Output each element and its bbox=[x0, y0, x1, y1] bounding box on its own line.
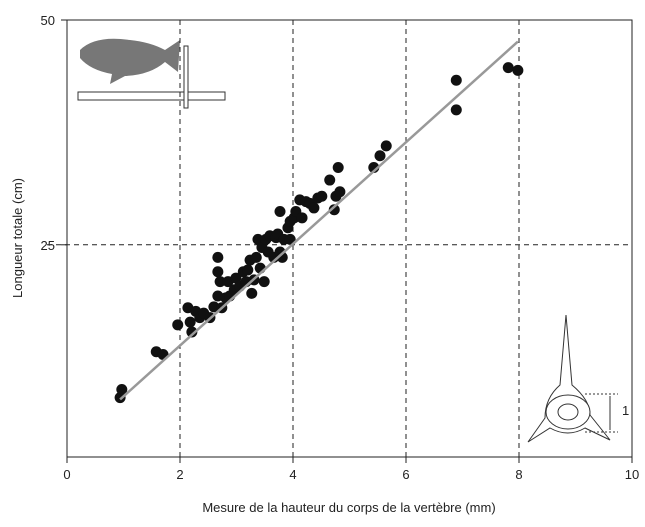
point bbox=[308, 202, 319, 213]
point bbox=[316, 191, 327, 202]
y-axis-label: Longueur totale (cm) bbox=[10, 178, 25, 298]
annotation: 1 bbox=[622, 403, 629, 418]
point bbox=[334, 186, 345, 197]
point bbox=[503, 62, 514, 73]
x-tick-label: 10 bbox=[625, 467, 639, 482]
point bbox=[212, 252, 223, 263]
x-tick-label: 8 bbox=[515, 467, 522, 482]
x-axis-label: Mesure de la hauteur du corps de la vert… bbox=[202, 500, 495, 515]
point bbox=[185, 317, 196, 328]
point bbox=[297, 212, 308, 223]
point bbox=[172, 319, 183, 330]
y-tick-label: 50 bbox=[41, 13, 55, 28]
point bbox=[451, 104, 462, 115]
fish-icon bbox=[78, 39, 225, 108]
point bbox=[512, 65, 523, 76]
point bbox=[451, 75, 462, 86]
point bbox=[251, 252, 262, 263]
point bbox=[242, 264, 253, 275]
point bbox=[275, 206, 286, 217]
point bbox=[246, 288, 257, 299]
point bbox=[259, 276, 270, 287]
plot-frame bbox=[67, 20, 632, 457]
point bbox=[375, 150, 386, 161]
x-tick-label: 4 bbox=[289, 467, 296, 482]
x-tick-label: 0 bbox=[63, 467, 70, 482]
x-tick-label: 2 bbox=[176, 467, 183, 482]
point bbox=[212, 266, 223, 277]
point bbox=[324, 175, 335, 186]
x-tick-label: 6 bbox=[402, 467, 409, 482]
point bbox=[333, 162, 344, 173]
chart: 1 Mesure de la hauteur du corps de la ve… bbox=[0, 0, 645, 522]
point bbox=[381, 140, 392, 151]
vertebra-icon bbox=[528, 315, 618, 442]
